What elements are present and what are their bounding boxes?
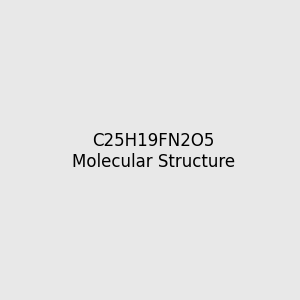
Text: C25H19FN2O5
Molecular Structure: C25H19FN2O5 Molecular Structure	[72, 132, 235, 171]
